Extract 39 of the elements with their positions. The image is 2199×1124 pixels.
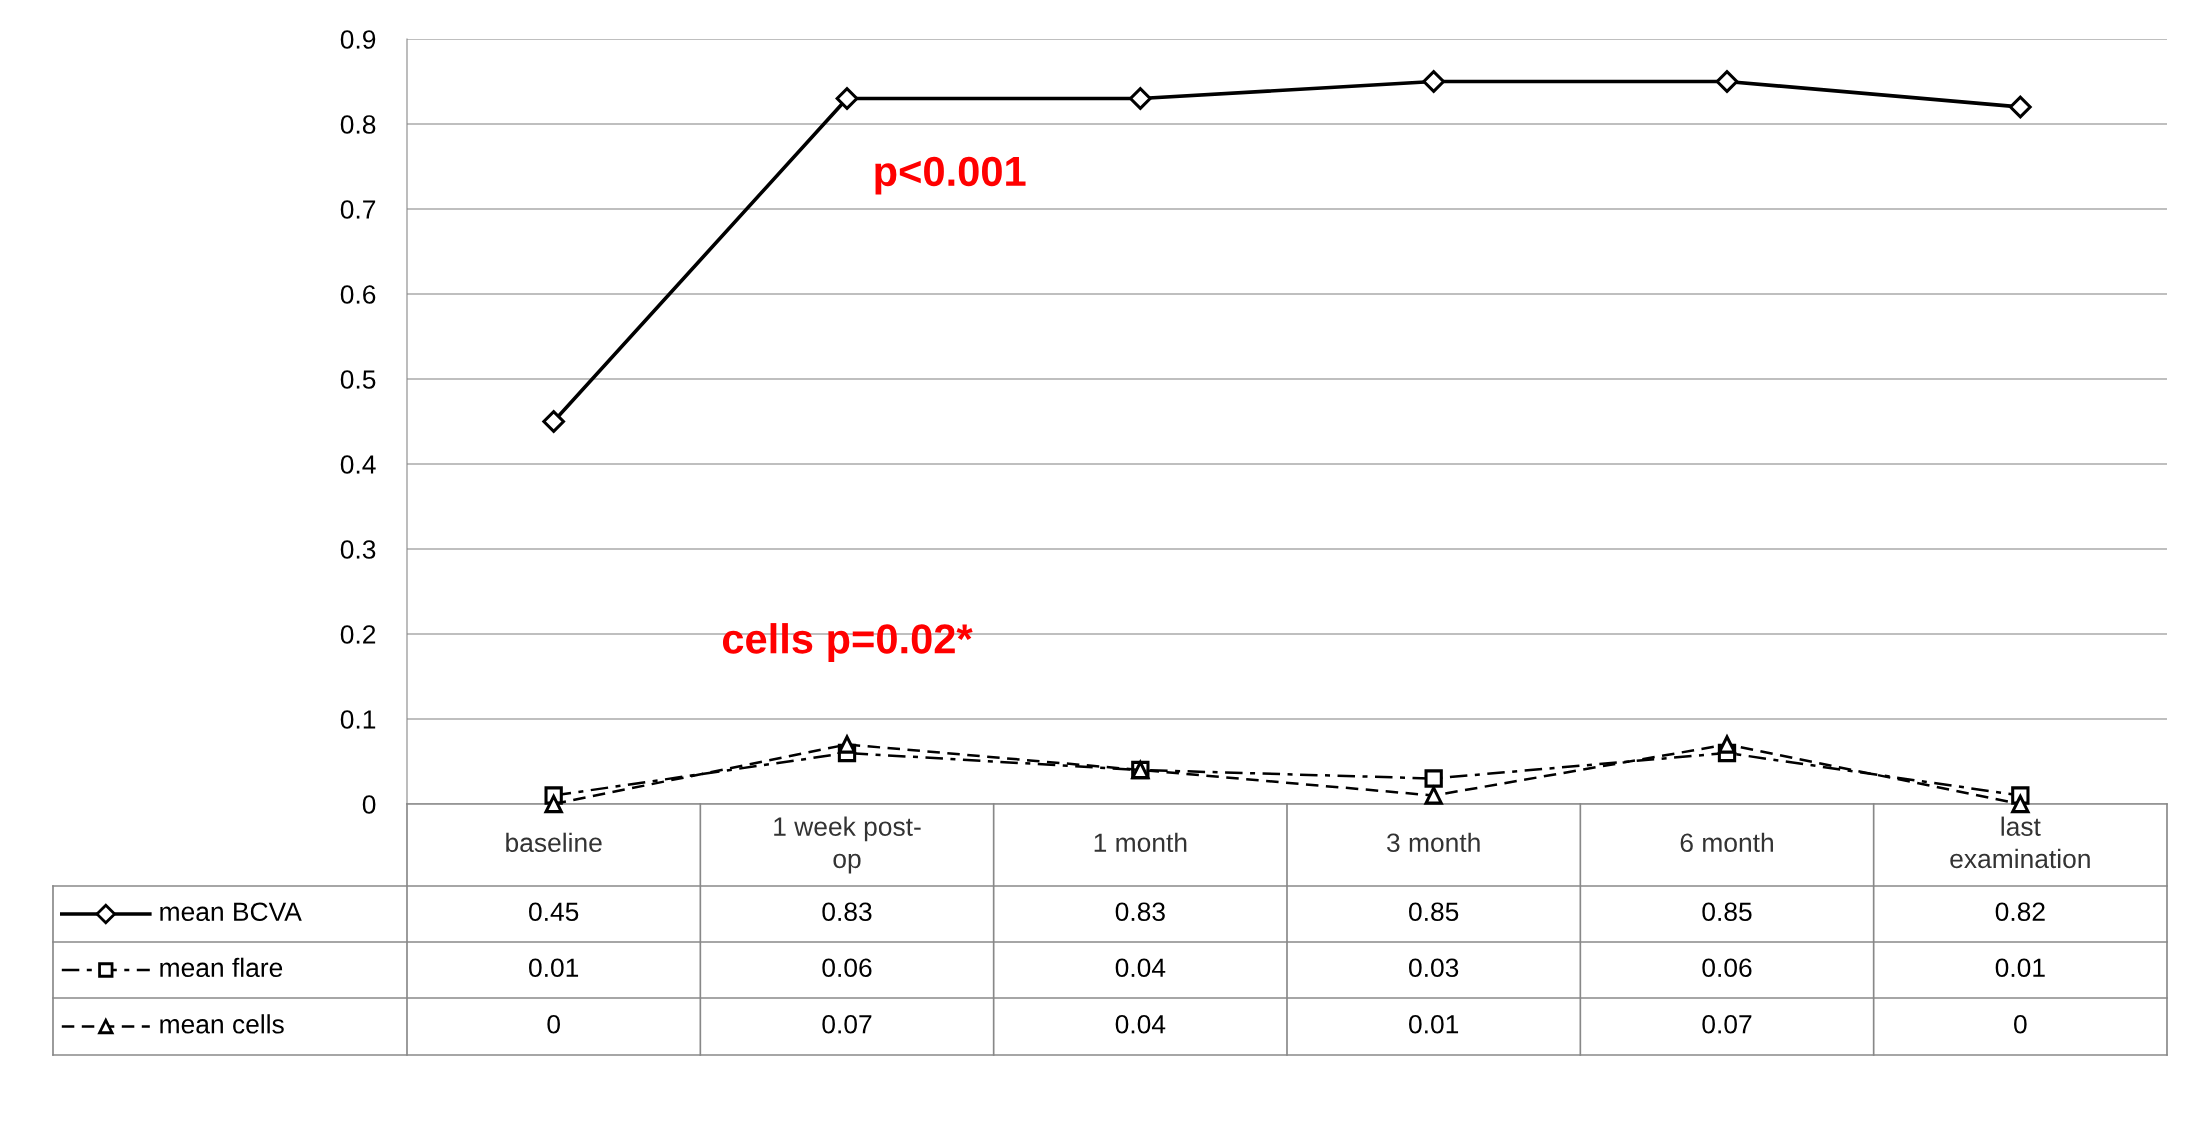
data-label: 0.07 — [822, 1014, 872, 1034]
data-label: 0 — [547, 1014, 560, 1034]
y-tick-label: 0.7 — [340, 200, 376, 219]
legend-label: mean cells — [160, 1014, 284, 1034]
y-tick-label: 0.3 — [340, 540, 376, 559]
legend-label: mean BCVA — [160, 902, 302, 922]
y-tick-label: 0.6 — [340, 285, 376, 304]
x-tick-label: 1 week post- op — [774, 816, 921, 874]
x-tick-label: 3 month — [1387, 832, 1480, 853]
data-label: 0.85 — [1409, 902, 1459, 922]
data-label: 0.06 — [822, 958, 872, 978]
data-label: 0.04 — [1115, 1014, 1166, 1034]
y-tick-label: 0.5 — [340, 370, 376, 389]
x-tick-label: 1 month — [1094, 832, 1187, 853]
data-label: 0.83 — [822, 902, 872, 922]
data-label: 0.01 — [529, 958, 579, 978]
y-tick-label: 0 — [362, 795, 376, 814]
data-label: 0.04 — [1115, 958, 1166, 978]
legend-label: mean flare — [160, 957, 283, 978]
data-label: 0.85 — [1702, 902, 1752, 922]
data-label: 0.01 — [1995, 958, 2045, 978]
data-label: 0.07 — [1702, 1014, 1752, 1034]
data-label: 0.45 — [529, 902, 579, 922]
x-tick-label: 6 month — [1680, 832, 1773, 853]
data-label: 0.06 — [1702, 958, 1752, 978]
data-label: 0.01 — [1409, 1014, 1459, 1034]
annotation: p<0.001 — [875, 156, 1026, 195]
y-tick-label: 0.8 — [340, 115, 376, 134]
y-tick-label: 0.2 — [340, 625, 376, 644]
data-label: 0.03 — [1409, 958, 1459, 978]
y-tick-label: 0.9 — [340, 30, 376, 49]
data-label: 0 — [2014, 1014, 2027, 1034]
y-tick-label: 0.4 — [340, 455, 376, 474]
x-tick-label: baseline — [506, 832, 602, 853]
data-label: 0.83 — [1115, 902, 1165, 922]
annotation: cells p=0.02* — [722, 623, 973, 662]
data-label: 0.82 — [1995, 902, 2045, 922]
x-tick-label: last examination — [1950, 816, 2090, 869]
y-tick-label: 0.1 — [340, 710, 376, 729]
